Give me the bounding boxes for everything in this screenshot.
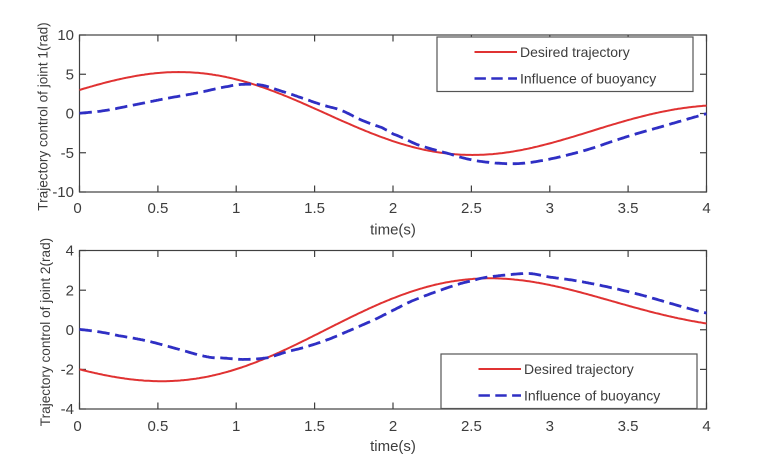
svg-text:2.5: 2.5 (461, 418, 482, 435)
svg-text:2: 2 (389, 200, 397, 217)
svg-text:-4: -4 (61, 401, 74, 418)
svg-text:Trajectory control of joint 2(: Trajectory control of joint 2(rad) (38, 238, 53, 426)
svg-text:1: 1 (232, 418, 240, 435)
svg-text:0: 0 (73, 418, 81, 435)
svg-text:Influence of buoyancy: Influence of buoyancy (524, 388, 660, 404)
svg-text:5: 5 (66, 66, 74, 83)
svg-text:-10: -10 (52, 184, 74, 201)
svg-text:4: 4 (66, 243, 74, 260)
svg-text:0.5: 0.5 (147, 418, 168, 435)
svg-text:3: 3 (546, 200, 554, 217)
svg-text:0: 0 (66, 322, 74, 339)
svg-text:2.5: 2.5 (461, 200, 482, 217)
svg-text:1.5: 1.5 (304, 418, 325, 435)
svg-text:Desired trajectory: Desired trajectory (520, 44, 630, 60)
svg-text:time(s): time(s) (370, 438, 416, 455)
svg-text:3: 3 (546, 418, 554, 435)
svg-text:4: 4 (702, 418, 710, 435)
svg-text:3.5: 3.5 (618, 200, 639, 217)
svg-text:0: 0 (73, 200, 81, 217)
svg-text:1.5: 1.5 (304, 200, 325, 217)
svg-text:2: 2 (389, 418, 397, 435)
svg-text:10: 10 (57, 27, 74, 44)
svg-text:0: 0 (66, 106, 74, 123)
svg-text:-2: -2 (61, 362, 74, 379)
svg-text:Influence of buoyancy: Influence of buoyancy (520, 71, 656, 87)
svg-text:Trajectory control of joint 1(: Trajectory control of joint 1(rad) (36, 22, 51, 210)
svg-text:4: 4 (702, 200, 710, 217)
svg-text:0.5: 0.5 (147, 200, 168, 217)
svg-text:3.5: 3.5 (618, 418, 639, 435)
svg-text:Desired trajectory: Desired trajectory (524, 361, 634, 377)
svg-text:1: 1 (232, 200, 240, 217)
svg-text:-5: -5 (61, 145, 74, 162)
svg-text:time(s): time(s) (370, 222, 416, 239)
svg-text:2: 2 (66, 282, 74, 299)
